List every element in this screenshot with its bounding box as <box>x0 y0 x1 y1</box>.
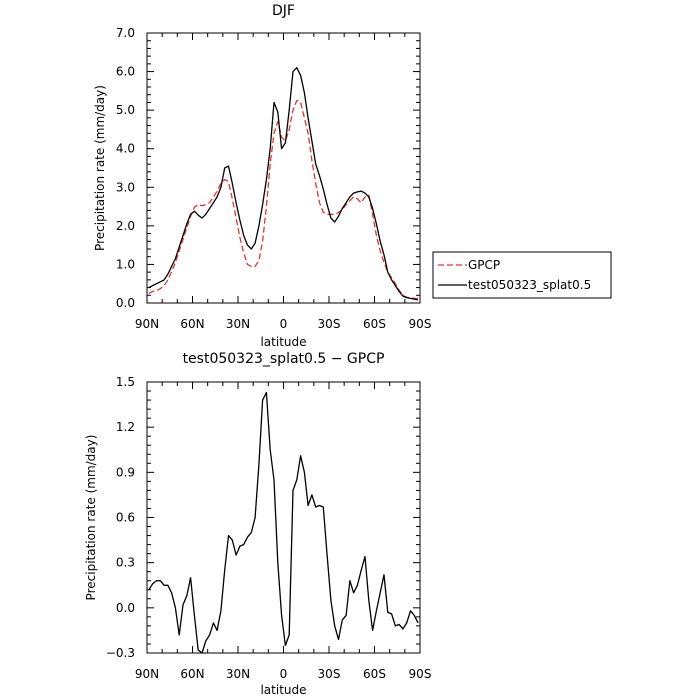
y-tick-label: 0.3 <box>116 556 135 570</box>
x-tick-label: 90N <box>135 667 159 681</box>
y-tick-label: 1.2 <box>116 420 135 434</box>
legend: GPCP test050323_splat0.5 <box>432 251 612 299</box>
series-line-gpcp <box>148 99 419 300</box>
y-tick-label: 2.0 <box>116 219 135 233</box>
chart-title: test050323_splat0.5 − GPCP <box>183 351 385 367</box>
plot-frame <box>146 381 421 654</box>
x-tick-label: 60N <box>180 317 204 331</box>
y-tick-label: 4.0 <box>116 142 135 156</box>
y-axis-title: Precipitation rate (mm/day) <box>84 435 98 601</box>
y-tick-label: 0.0 <box>116 601 135 615</box>
legend-box <box>432 251 612 299</box>
x-tick-label: 0 <box>280 667 288 681</box>
x-tick-label: 0 <box>280 317 288 331</box>
x-tick-label: 30S <box>318 317 341 331</box>
y-tick-label: 1.0 <box>116 257 135 271</box>
y-tick-label: 1.5 <box>116 375 135 389</box>
x-tick-label: 60S <box>363 317 386 331</box>
y-tick-label: 0.9 <box>116 465 135 479</box>
x-tick-label: 90N <box>135 317 159 331</box>
y-tick-label: 6.0 <box>116 65 135 79</box>
x-axis-title: latitude <box>260 683 306 697</box>
legend-label: GPCP <box>468 258 500 272</box>
x-tick-label: 90S <box>409 317 432 331</box>
y-tick-label: 0.0 <box>116 296 135 310</box>
x-tick-label: 30S <box>318 667 341 681</box>
y-tick-label: 3.0 <box>116 180 135 194</box>
chart-title: DJF <box>272 3 295 19</box>
legend-label: test050323_splat0.5 <box>468 278 591 292</box>
series-line-difference <box>148 391 419 654</box>
x-tick-label: 60S <box>363 667 386 681</box>
y-tick-label: 5.0 <box>116 103 135 117</box>
x-tick-label: 90S <box>409 667 432 681</box>
x-tick-label: 60N <box>180 667 204 681</box>
y-axis-title: Precipitation rate (mm/day) <box>93 85 107 251</box>
x-tick-label: 30N <box>226 317 250 331</box>
y-tick-label: 7.0 <box>116 26 135 40</box>
y-tick-label: 0.6 <box>116 511 135 525</box>
y-tick-label: −0.3 <box>106 646 135 660</box>
series-line-test050323-splat0-5 <box>148 67 419 301</box>
chart-panel-1: 90N 60N 30N 0 30S 60S 90S 0.0 1.0 2.0 3.0 4.0 5.0 6.0… <box>93 3 612 349</box>
chart-panel-2: 90N 60N 30N 0 30S 60S 90S −0.3 0.0 0.3 0.6 0.9 1.2 1.… <box>84 351 431 697</box>
plot-frame <box>146 32 421 304</box>
x-axis-title: latitude <box>260 335 306 349</box>
x-tick-label: 30N <box>226 667 250 681</box>
